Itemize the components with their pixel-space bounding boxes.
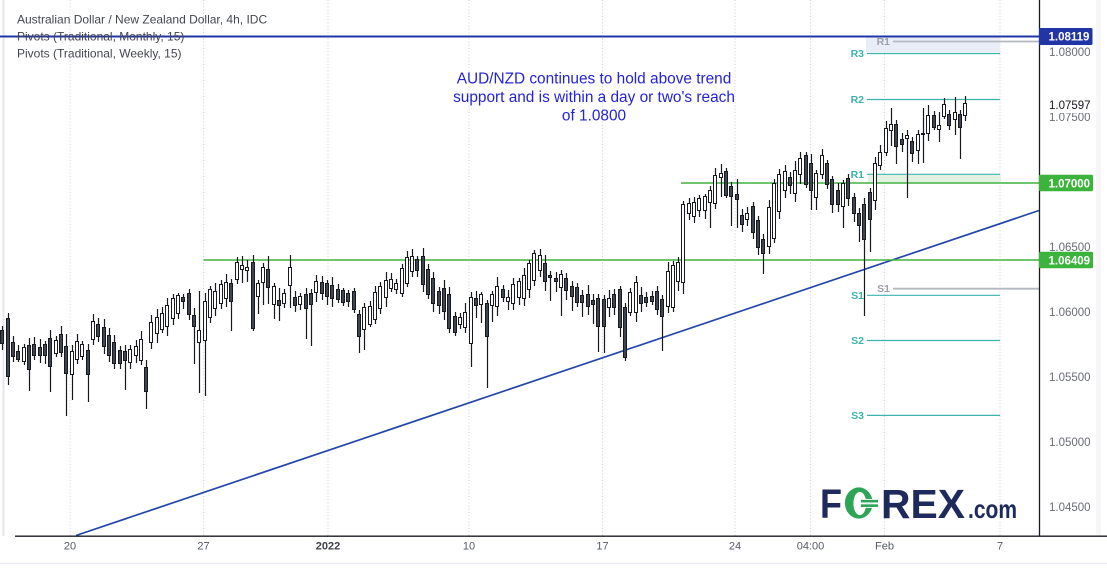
- svg-text:.com: .com: [968, 494, 1017, 524]
- svg-text:S1: S1: [877, 283, 890, 295]
- svg-text:04:00: 04:00: [797, 541, 825, 553]
- svg-text:27: 27: [197, 541, 209, 553]
- svg-text:AUD/NZD continues to hold abov: AUD/NZD continues to hold above trend: [457, 71, 732, 88]
- svg-text:Pivots (Traditional, Weekly, 1: Pivots (Traditional, Weekly, 15): [17, 47, 182, 61]
- svg-text:S3: S3: [851, 410, 864, 422]
- svg-text:24: 24: [729, 541, 741, 553]
- svg-text:support and is within a day or: support and is within a day or two's rea…: [453, 89, 735, 106]
- svg-text:1.06000: 1.06000: [1049, 307, 1091, 319]
- svg-text:1.07000: 1.07000: [1049, 178, 1091, 190]
- svg-text:Feb: Feb: [875, 541, 894, 553]
- svg-text:R1: R1: [877, 36, 891, 48]
- svg-text:R3: R3: [851, 48, 865, 60]
- svg-text:1.05500: 1.05500: [1049, 372, 1091, 384]
- svg-text:1.04500: 1.04500: [1049, 502, 1091, 514]
- svg-text:R1: R1: [851, 169, 865, 181]
- svg-text:2022: 2022: [316, 541, 340, 553]
- svg-text:S1: S1: [851, 290, 864, 302]
- svg-text:1.08000: 1.08000: [1049, 47, 1091, 59]
- svg-text:10: 10: [463, 541, 475, 553]
- svg-text:Pivots (Traditional, Monthly,: Pivots (Traditional, Monthly, 15): [17, 30, 184, 44]
- svg-text:1.08119: 1.08119: [1049, 32, 1090, 44]
- svg-text:1.06500: 1.06500: [1049, 242, 1091, 254]
- svg-text:REX: REX: [881, 481, 965, 527]
- svg-text:1.05000: 1.05000: [1049, 437, 1091, 449]
- svg-text:17: 17: [596, 541, 608, 553]
- svg-text:1.07500: 1.07500: [1049, 112, 1091, 124]
- svg-text:7: 7: [997, 541, 1003, 553]
- svg-text:S2: S2: [851, 335, 864, 347]
- svg-text:F: F: [820, 481, 842, 527]
- svg-text:of 1.0800: of 1.0800: [562, 108, 626, 125]
- svg-text:Australian Dollar / New Zealan: Australian Dollar / New Zealand Dollar, …: [17, 13, 267, 27]
- svg-text:R2: R2: [851, 94, 865, 106]
- svg-text:20: 20: [64, 541, 76, 553]
- svg-text:1.07597: 1.07597: [1049, 100, 1091, 112]
- svg-text:1.06409: 1.06409: [1049, 255, 1091, 267]
